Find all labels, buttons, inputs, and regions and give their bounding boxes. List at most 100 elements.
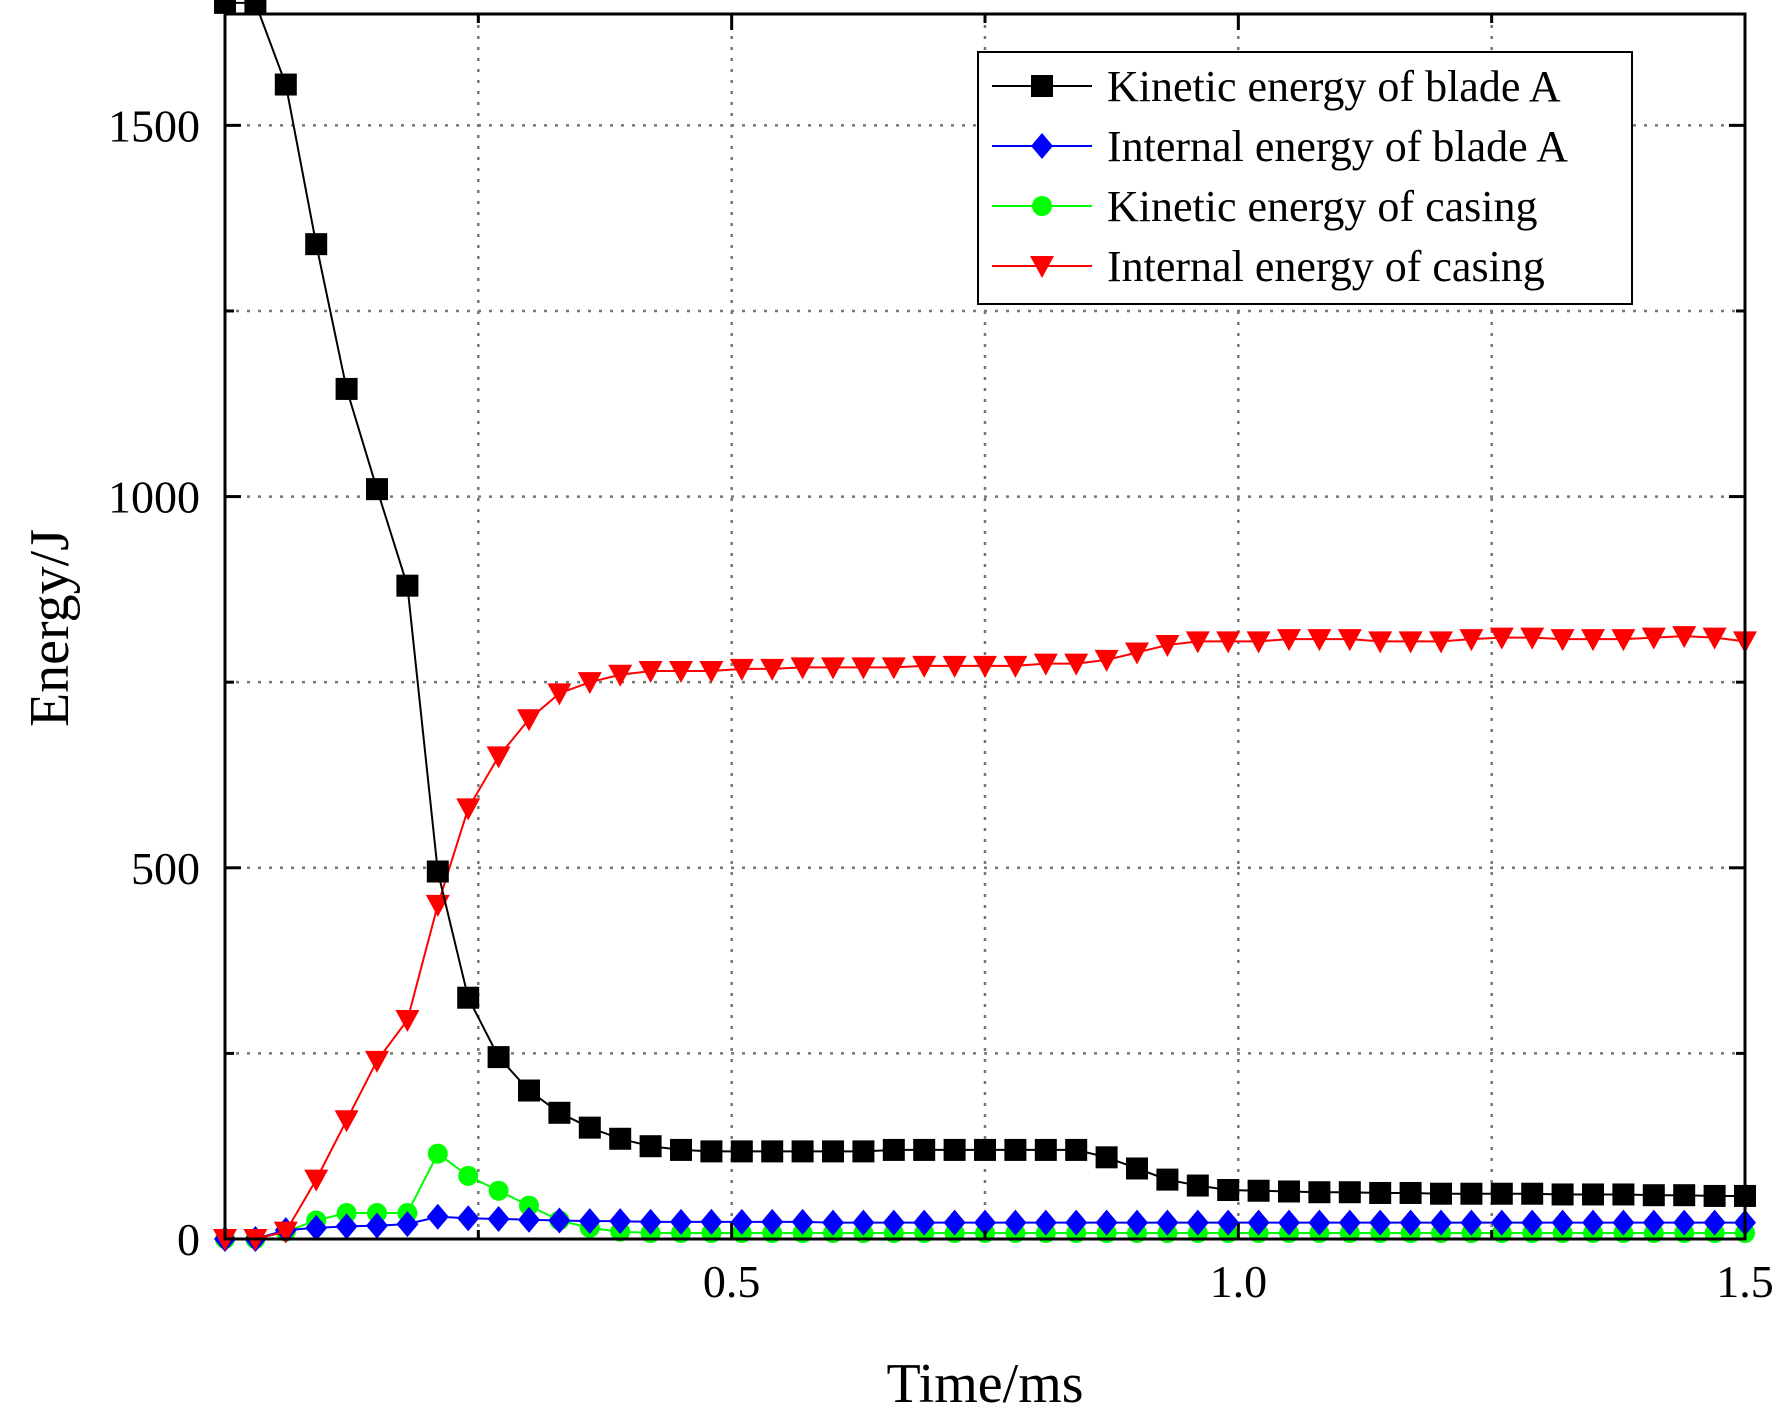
data-point xyxy=(1338,1209,1361,1236)
data-point xyxy=(1672,626,1697,649)
data-point xyxy=(487,1205,510,1232)
data-point xyxy=(670,1138,692,1161)
data-point xyxy=(305,233,328,256)
legend-marker xyxy=(1032,196,1052,216)
y-tick-label: 1000 xyxy=(108,472,200,523)
data-point xyxy=(365,1050,389,1073)
data-point xyxy=(1247,1209,1270,1236)
data-point xyxy=(1368,631,1393,654)
data-point xyxy=(457,986,480,1009)
data-point xyxy=(1126,1209,1148,1236)
data-point xyxy=(548,1207,571,1234)
data-point xyxy=(1551,1209,1574,1236)
data-point xyxy=(457,1205,480,1232)
data-point xyxy=(396,574,419,597)
data-point xyxy=(1642,1209,1665,1236)
data-point xyxy=(488,1180,509,1201)
series-0 xyxy=(214,0,1756,1207)
series-3 xyxy=(213,626,1757,1251)
data-point xyxy=(882,1209,905,1236)
plot-area xyxy=(213,0,1757,1252)
data-point xyxy=(366,478,388,501)
data-point xyxy=(1337,629,1362,652)
data-point xyxy=(1278,1209,1300,1236)
data-point xyxy=(913,1209,936,1236)
data-point xyxy=(1459,629,1484,652)
data-point xyxy=(670,1208,692,1235)
data-point xyxy=(1582,1183,1604,1206)
data-point xyxy=(518,1079,540,1102)
data-point xyxy=(1125,642,1149,665)
data-point xyxy=(1186,1174,1209,1197)
data-point xyxy=(974,1138,996,1161)
data-point xyxy=(821,657,845,680)
data-point xyxy=(1703,1184,1726,1207)
data-point xyxy=(1460,1209,1483,1236)
data-point xyxy=(334,1110,359,1133)
data-point xyxy=(1307,629,1332,652)
data-point xyxy=(1003,655,1028,678)
data-point xyxy=(1094,649,1119,672)
data-point xyxy=(1338,1181,1361,1204)
legend: Kinetic energy of blade A Internal energy… xyxy=(977,51,1633,305)
legend-box xyxy=(977,51,1633,305)
x-tick-label: 1.0 xyxy=(1210,1256,1268,1307)
axis-ticks: 0.5 1.0 1.5 0 500 1000 1500 xyxy=(108,14,1774,1307)
data-point xyxy=(1278,1180,1300,1203)
data-point xyxy=(1429,631,1453,654)
legend-label: Kinetic energy of blade A xyxy=(1107,62,1561,111)
data-point xyxy=(1004,1138,1027,1161)
data-point xyxy=(395,1009,420,1032)
x-axis-title: Time/ms xyxy=(886,1353,1083,1415)
data-point xyxy=(1430,1209,1452,1236)
data-point xyxy=(729,658,754,681)
data-point xyxy=(1126,1157,1148,1180)
data-point xyxy=(518,1206,540,1233)
data-point xyxy=(1521,1209,1544,1236)
data-point xyxy=(1490,1209,1513,1236)
data-point xyxy=(881,657,906,680)
x-tick-label: 1.5 xyxy=(1716,1256,1774,1307)
data-point xyxy=(730,1208,753,1235)
data-point xyxy=(638,661,663,684)
data-point xyxy=(1399,1181,1422,1204)
data-point xyxy=(519,1195,539,1216)
data-point xyxy=(1673,1184,1696,1207)
data-point xyxy=(547,683,572,706)
data-point xyxy=(1641,627,1666,650)
data-point xyxy=(1581,629,1605,652)
data-point xyxy=(1551,1183,1574,1206)
data-point xyxy=(942,655,967,678)
data-point xyxy=(1004,1209,1027,1236)
data-point xyxy=(1369,1181,1392,1204)
data-point xyxy=(912,655,937,678)
data-point xyxy=(1247,1179,1270,1202)
data-point xyxy=(609,1127,632,1150)
y-tick-label: 0 xyxy=(177,1214,200,1265)
data-point xyxy=(639,1208,662,1235)
data-point xyxy=(1156,1168,1179,1191)
data-point xyxy=(1065,1209,1088,1236)
data-point xyxy=(822,1140,844,1163)
data-point xyxy=(791,1140,814,1163)
data-point xyxy=(1308,1181,1331,1204)
data-point xyxy=(639,1135,662,1158)
data-point xyxy=(1702,627,1727,650)
data-point xyxy=(1064,653,1089,676)
data-point xyxy=(426,860,449,883)
data-point xyxy=(852,1140,875,1163)
data-point xyxy=(1489,627,1514,650)
data-point xyxy=(1612,1183,1635,1206)
data-point xyxy=(974,1209,996,1236)
data-point xyxy=(913,1138,936,1161)
data-point xyxy=(1095,1146,1118,1169)
data-point xyxy=(426,1203,449,1230)
data-point xyxy=(1034,1138,1057,1161)
data-point xyxy=(1582,1209,1604,1236)
data-point xyxy=(456,798,481,821)
data-point xyxy=(214,0,236,14)
data-point xyxy=(244,0,267,14)
legend-label: Kinetic energy of casing xyxy=(1107,182,1537,231)
data-point xyxy=(608,664,633,687)
data-point xyxy=(791,1208,814,1235)
